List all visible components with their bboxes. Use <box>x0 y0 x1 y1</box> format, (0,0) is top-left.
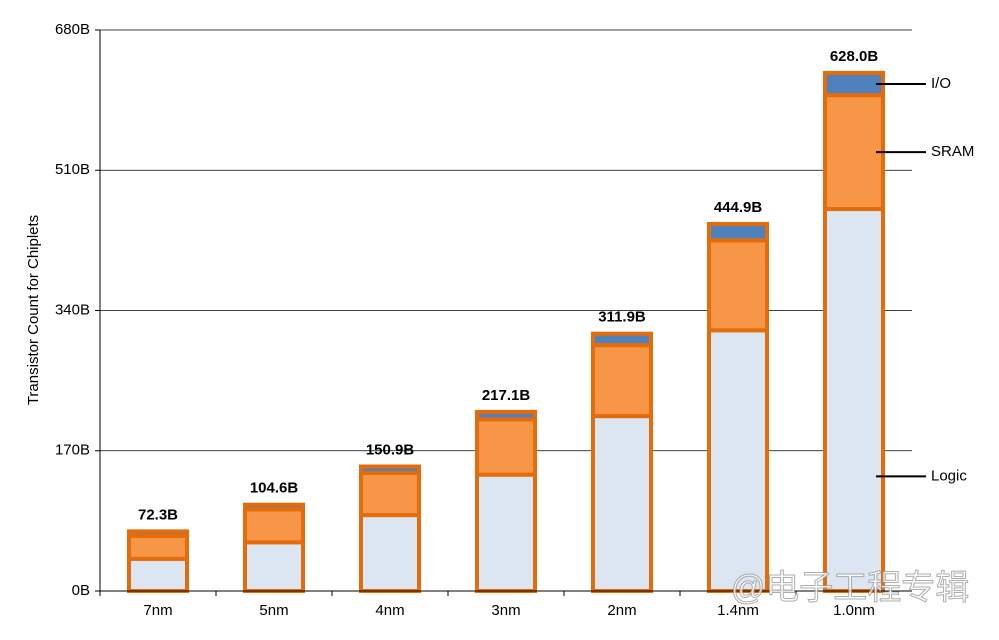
bar-segment <box>591 331 653 348</box>
legend-label: SRAM <box>931 143 974 160</box>
watermark: @电子工程专辑 <box>731 569 970 607</box>
y-tick-label: 680B <box>55 21 90 38</box>
bar-segment <box>359 471 421 518</box>
x-tick-label: 3nm <box>491 602 520 619</box>
bar-segment <box>823 93 885 212</box>
bar-segment <box>475 472 537 593</box>
x-tick-label: 4nm <box>375 602 404 619</box>
x-tick-label: 1.0nm <box>833 602 875 619</box>
bar-segment <box>707 238 769 333</box>
bar-segment <box>359 513 421 593</box>
bar-segment <box>243 540 305 594</box>
bar-segment <box>591 343 653 419</box>
y-tick-label: 170B <box>55 442 90 459</box>
total-label: 150.9B <box>366 441 415 458</box>
y-tick-label: 0B <box>72 582 90 599</box>
total-label: 311.9B <box>598 309 646 326</box>
y-axis-label: Transistor Count for Chiplets <box>25 215 42 405</box>
x-tick-label: 5nm <box>259 602 288 619</box>
bar-segment <box>707 328 769 593</box>
bar-segment <box>359 464 421 476</box>
bar-segment <box>823 70 885 98</box>
total-label: 217.1B <box>482 387 531 404</box>
bar-segment <box>127 529 189 538</box>
bar-segment <box>243 507 305 545</box>
total-label: 104.6B <box>250 480 299 497</box>
bar-segment <box>475 417 537 477</box>
bar-segment <box>127 556 189 594</box>
bar-segment <box>823 207 885 593</box>
bar-segment <box>127 533 189 561</box>
bar-segment <box>707 221 769 243</box>
legend-label: Logic <box>931 467 967 484</box>
total-label: 444.9B <box>714 199 763 216</box>
x-tick-label: 1.4nm <box>717 602 759 619</box>
y-tick-label: 340B <box>55 301 90 318</box>
total-label: 72.3B <box>138 506 178 523</box>
bar-segment <box>591 414 653 593</box>
bar-segment <box>243 502 305 512</box>
bar-segment <box>475 409 537 422</box>
x-tick-label: 7nm <box>143 602 172 619</box>
x-tick-label: 2nm <box>607 602 636 619</box>
y-tick-label: 510B <box>55 161 90 178</box>
legend-label: I/O <box>931 75 951 92</box>
total-label: 628.0B <box>830 48 879 65</box>
